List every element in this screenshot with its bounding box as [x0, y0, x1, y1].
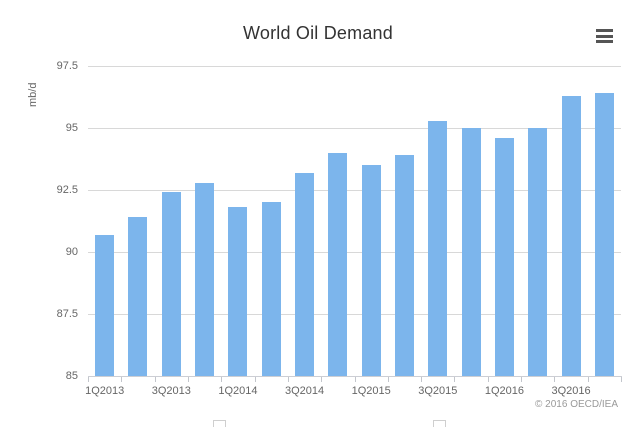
- bar: [528, 128, 548, 376]
- bar: [295, 172, 315, 376]
- credit-text: © 2016 OECD/IEA: [535, 399, 618, 410]
- bar: [195, 182, 215, 376]
- bar: [361, 165, 381, 376]
- gridline: [88, 189, 621, 191]
- bar: [494, 137, 514, 376]
- hamburger-menu-icon[interactable]: [596, 29, 613, 43]
- x-tick-label: 3Q2016: [551, 385, 591, 397]
- cropped-checkbox[interactable]: [433, 420, 446, 427]
- plot-area: [88, 65, 621, 376]
- x-axis-tick: [421, 377, 423, 382]
- x-axis-line: [88, 376, 622, 377]
- cropped-checkbox[interactable]: [213, 420, 226, 427]
- y-tick-label: 85: [65, 370, 78, 382]
- x-axis-tick: [121, 377, 123, 382]
- hamburger-bar: [596, 40, 613, 43]
- gridline: [88, 251, 621, 253]
- x-tick-label: 3Q2015: [418, 385, 458, 397]
- bar: [128, 217, 148, 376]
- y-tick-label: 95: [65, 122, 78, 134]
- y-tick-label: 87.5: [56, 308, 78, 320]
- x-axis-tick: [287, 377, 289, 382]
- x-axis-tick: [621, 377, 622, 382]
- x-axis-tick: [454, 377, 456, 382]
- gridline: [88, 313, 621, 315]
- bar: [461, 128, 481, 376]
- y-tick-label: 97.5: [56, 60, 78, 72]
- bar: [161, 192, 181, 376]
- x-tick-label: 3Q2014: [284, 385, 325, 397]
- x-tick-label: 1Q2015: [351, 385, 391, 397]
- x-axis-tick: [521, 377, 523, 382]
- hamburger-bar: [596, 34, 613, 38]
- bar: [428, 120, 448, 376]
- x-axis-tick: [587, 377, 589, 382]
- bar: [561, 95, 581, 376]
- y-tick-label: 90: [65, 246, 78, 258]
- bar: [594, 93, 614, 376]
- x-tick-label: 1Q2016: [484, 385, 524, 397]
- bar: [261, 202, 281, 376]
- chart-title: World Oil Demand: [243, 23, 393, 43]
- x-axis-tick: [88, 377, 89, 382]
- x-axis-tick: [254, 377, 256, 382]
- x-tick-label: 1Q2014: [218, 385, 258, 397]
- gridline: [88, 127, 621, 129]
- x-axis-tick: [354, 377, 356, 382]
- x-axis-tick: [187, 377, 189, 382]
- bar: [394, 155, 414, 376]
- y-tick-label: 92.5: [56, 184, 78, 196]
- x-axis-tick: [221, 377, 223, 382]
- x-axis-tick: [154, 377, 156, 382]
- x-axis-tick: [321, 377, 323, 382]
- bar: [95, 234, 115, 376]
- bar: [228, 207, 248, 376]
- hamburger-bar: [596, 29, 613, 32]
- x-axis-tick: [487, 377, 489, 382]
- gridline: [88, 65, 621, 67]
- x-axis-tick: [387, 377, 389, 382]
- bar: [328, 152, 348, 376]
- x-axis-tick: [554, 377, 556, 382]
- x-tick-label: 1Q2013: [85, 385, 125, 397]
- x-tick-label: 3Q2013: [151, 385, 191, 397]
